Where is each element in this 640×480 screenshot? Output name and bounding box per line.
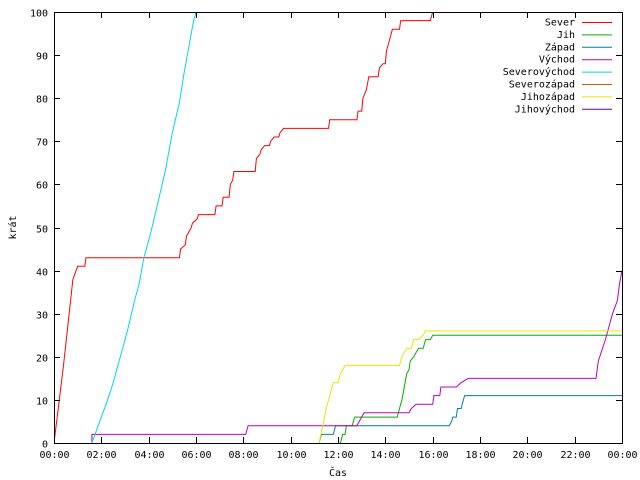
y-tick-label: 100: [30, 9, 48, 20]
y-tick-label: 10: [36, 397, 48, 408]
series-line-0: [54, 12, 434, 443]
series-line-2: [318, 395, 622, 443]
legend-label: Západ: [545, 41, 575, 53]
x-tick-label: 14:00: [370, 450, 400, 461]
series-line-6: [318, 330, 622, 443]
x-tick-label: 04:00: [134, 450, 164, 461]
x-tick-label: 00:00: [607, 450, 637, 461]
x-axis-title: Čas: [329, 466, 347, 479]
x-tick-label: 08:00: [228, 450, 258, 461]
legend-label: Jihovýchod: [515, 103, 575, 115]
x-tick-label: 20:00: [512, 450, 542, 461]
legend-label: Severozápad: [509, 79, 575, 91]
legend: SeverJihZápadVýchodSeverovýchodSeverozáp…: [503, 18, 612, 115]
axis-ticks: 00:00 02:00 04:00 06:00 08:00 10:00 12:00 14:00…: [30, 9, 638, 462]
legend-label: Sever: [545, 18, 575, 29]
series-line-1: [339, 334, 622, 443]
x-tick-label: 22:00: [560, 450, 590, 461]
y-axis-title: krát: [7, 215, 19, 239]
legend-label: Jihozápad: [521, 91, 575, 103]
x-tick-label: 00:00: [39, 450, 69, 461]
x-tick-label: 18:00: [465, 450, 495, 461]
x-tick-label: 10:00: [276, 450, 306, 461]
x-tick-label: 16:00: [418, 450, 448, 461]
y-tick-label: 70: [36, 138, 48, 149]
series-lines: [54, 12, 622, 443]
series-line-4: [91, 12, 197, 443]
y-tick-label: 0: [42, 440, 48, 451]
y-tick-label: 30: [36, 311, 48, 322]
y-tick-label: 60: [36, 181, 48, 192]
y-tick-label: 90: [36, 52, 48, 63]
x-tick-label: 02:00: [86, 450, 116, 461]
y-tick-label: 20: [36, 354, 48, 365]
y-tick-label: 80: [36, 95, 48, 106]
y-tick-label: 40: [36, 268, 48, 279]
legend-label: Východ: [539, 54, 575, 66]
legend-label: Jih: [557, 30, 575, 41]
x-tick-label: 06:00: [181, 450, 211, 461]
y-tick-label: 50: [36, 225, 48, 236]
legend-label: Severovýchod: [503, 66, 575, 78]
x-tick-label: 12:00: [323, 450, 353, 461]
series-line-3: [91, 270, 622, 443]
